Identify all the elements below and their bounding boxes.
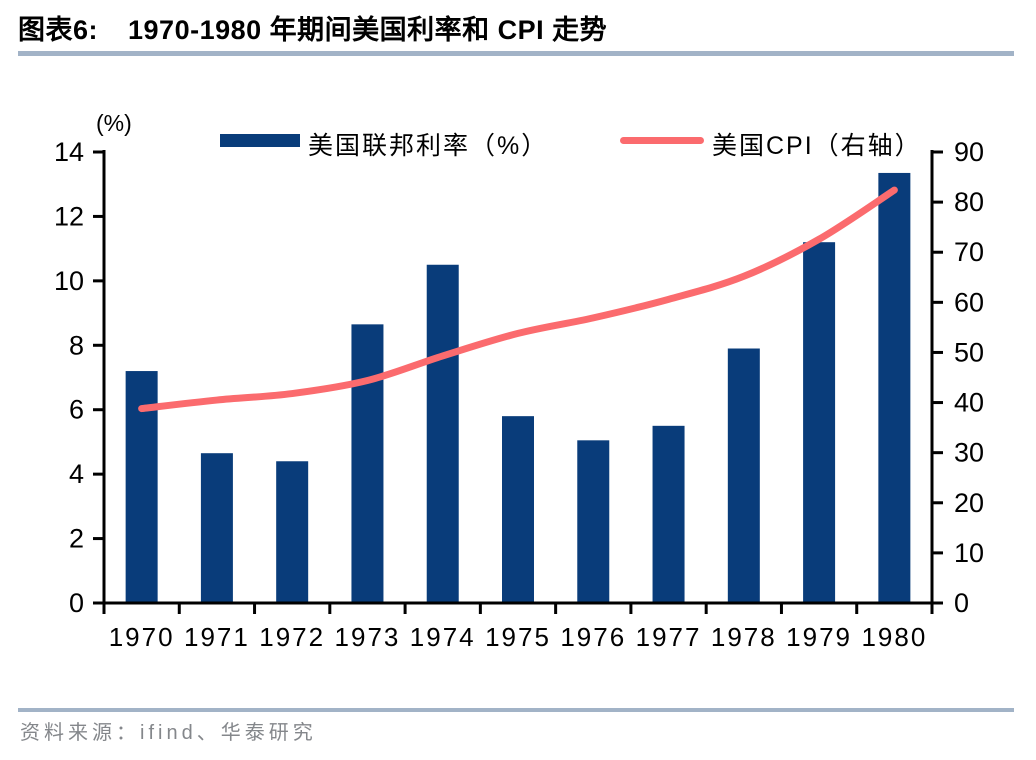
legend-bar-label: 美国联邦利率（%） [308, 132, 549, 160]
figure-number-label: 图表6: [18, 15, 99, 45]
right-axis-tick-label: 40 [954, 388, 984, 418]
x-axis-tick-label: 1973 [335, 622, 401, 652]
left-axis-tick-label: 4 [69, 459, 84, 489]
bar-1976 [577, 440, 610, 603]
bar-1977 [652, 425, 685, 603]
x-axis-tick-label: 1976 [560, 622, 626, 652]
cpi-line [138, 186, 898, 413]
left-axis-unit-label: (%) [96, 110, 132, 136]
x-axis-tick-label: 1979 [786, 622, 852, 652]
bar-1972 [276, 461, 309, 603]
figure-title-text: 1970-1980 年期间美国利率和 CPI 走势 [128, 15, 608, 45]
right-axis-tick-label: 30 [954, 438, 984, 468]
footer-divider-line [18, 708, 1014, 712]
right-axis-tick-label: 10 [954, 538, 984, 568]
right-axis-tick-label: 20 [954, 488, 984, 518]
legend-line-swatch [620, 137, 704, 144]
right-axis-tick-label: 80 [954, 187, 984, 217]
right-axis-tick-label: 50 [954, 337, 984, 367]
source-note: 资料来源：ifind、华泰研究 [20, 722, 317, 744]
x-axis-tick-label: 1980 [861, 622, 927, 652]
x-axis-tick-label: 1977 [636, 622, 702, 652]
legend-bar-swatch [220, 134, 300, 147]
bar-1974 [426, 264, 459, 603]
bar-1980 [878, 172, 911, 604]
x-axis-tick-label: 1972 [259, 622, 325, 652]
x-axis-tick-label: 1971 [184, 622, 250, 652]
x-axis-tick-label: 1975 [485, 622, 551, 652]
right-axis-tick-label: 60 [954, 287, 984, 317]
bar-1971 [200, 453, 233, 603]
page-title: 图表6: 1970-1980 年期间美国利率和 CPI 走势 [18, 8, 607, 47]
bar-1979 [803, 242, 836, 603]
bar-1975 [502, 416, 534, 603]
right-axis-tick-label: 0 [954, 588, 969, 618]
right-axis-tick-label: 70 [954, 237, 984, 267]
left-axis-tick-label: 10 [54, 266, 84, 296]
right-axis-tick-label: 90 [954, 137, 984, 167]
x-axis-tick-label: 1974 [410, 622, 476, 652]
x-axis-tick-label: 1978 [711, 622, 777, 652]
left-axis-tick-label: 14 [54, 137, 84, 167]
bar-1978 [727, 348, 760, 603]
left-axis-tick-label: 12 [54, 201, 84, 231]
legend-line-label: 美国CPI（右轴） [712, 132, 922, 160]
left-axis-tick-label: 0 [69, 588, 84, 618]
bar-1973 [351, 324, 384, 603]
title-divider-line [18, 51, 1014, 56]
x-axis-tick-label: 1970 [109, 622, 175, 652]
left-axis-tick-label: 8 [69, 330, 84, 360]
left-axis-tick-label: 2 [69, 524, 84, 554]
left-axis-tick-label: 6 [69, 395, 84, 425]
